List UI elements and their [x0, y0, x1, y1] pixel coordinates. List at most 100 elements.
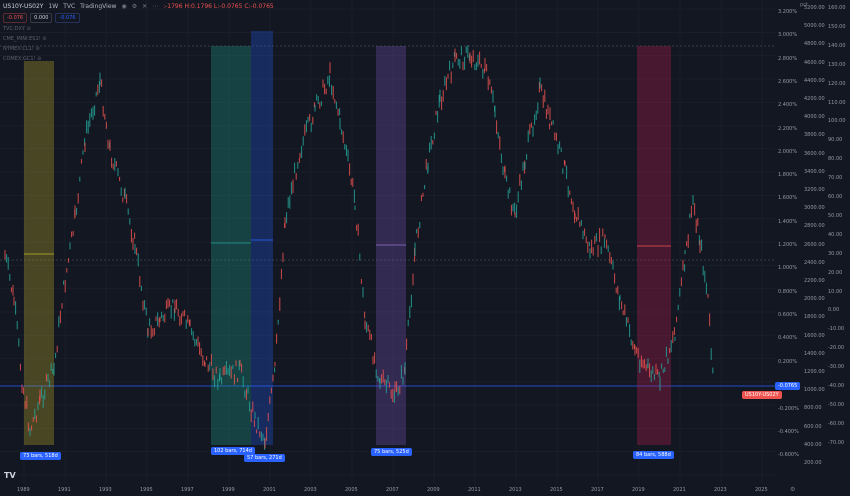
- x-tick-label: 2015: [550, 487, 563, 493]
- current-value-tag: -0.0765: [775, 382, 801, 390]
- axis-tick-label: 2.800%: [778, 55, 798, 62]
- right-axis-es[interactable]: 5200.00 5000.00 4800.00 4600.00 4400.00 4200.…: [802, 0, 826, 496]
- x-tick-label: 2009: [427, 487, 440, 493]
- axis-tick-label: -10.00: [828, 326, 845, 333]
- indicator-cl[interactable]: NYMEX:CL1! ⊘: [3, 46, 40, 52]
- axis-tick-label: 400.00: [804, 441, 822, 448]
- axis-tick-label: 1.200%: [778, 242, 798, 248]
- axis-tick-label: 1200.00: [804, 369, 825, 375]
- axis-tick-label: 1.600%: [778, 195, 798, 202]
- zone-5-label: 84 bars, 588d: [633, 451, 674, 459]
- axis-tick-label: 600.00: [804, 423, 822, 430]
- axis-tick-label: -30.00: [828, 364, 845, 371]
- eye-off-icon[interactable]: ⊘: [26, 26, 31, 32]
- axis-tick-label: 2200.00: [804, 278, 825, 284]
- right-axis-usd[interactable]: 160.00 150.00 140.00 130.00 120.00 110.00 100.…: [826, 0, 850, 496]
- axis-tick-label: 2.200%: [778, 125, 798, 132]
- x-tick-label: 2019: [632, 487, 645, 493]
- axis-tick-label: 3200.00: [804, 187, 825, 193]
- axis-tick-label: 1.400%: [778, 218, 798, 225]
- axis-tick-label: 0.00: [828, 307, 840, 314]
- eye-icon[interactable]: ◉: [121, 2, 127, 10]
- tradingview-logo[interactable]: TV: [4, 471, 16, 480]
- more-icon[interactable]: ⋯: [152, 2, 159, 10]
- x-tick-label: 2025: [755, 487, 768, 493]
- indicator-es[interactable]: CME_MINI:ES1! ⊘: [3, 36, 47, 42]
- axis-tick-label: -20.00: [828, 345, 845, 352]
- axis-tick-label: 1000.00: [804, 387, 825, 394]
- axis-tick-label: 100.00: [828, 118, 846, 125]
- zone-2[interactable]: [211, 46, 251, 445]
- x-tick-label: 2023: [714, 487, 727, 493]
- zone-4-label: 75 bars, 525d: [371, 448, 412, 456]
- symbol-tag: US10Y-US02Y: [742, 391, 782, 399]
- axis-tick-label: 200.00: [804, 460, 822, 466]
- axis-tick-label: 1.000%: [778, 265, 798, 272]
- axis-tick-label: 4600.00: [804, 59, 825, 66]
- zone-1[interactable]: [24, 61, 54, 445]
- eye-off-icon[interactable]: ⊘: [35, 46, 40, 52]
- zone-5[interactable]: [637, 46, 671, 445]
- zone-3-label: 57 bars, 271d: [244, 454, 285, 462]
- axis-tick-label: 1.800%: [778, 172, 798, 179]
- price-series: [4, 45, 714, 450]
- axis-tick-label: 0.400%: [778, 335, 798, 342]
- right-axis-percent[interactable]: 3.200% 3.000% 2.800% 2.600% 2.400% 2.200% 2.00…: [776, 0, 802, 496]
- axis-tick-label: 3600.00: [804, 150, 825, 157]
- axis-tick-label: 50.00: [828, 212, 843, 219]
- pct-unit-label: pct: [800, 2, 808, 8]
- axis-tick-label: 10.00: [828, 288, 843, 295]
- axis-tick-label: 150.00: [828, 23, 846, 30]
- axis-tick-label: -50.00: [828, 401, 845, 408]
- eye-off-icon[interactable]: ⊘: [42, 36, 47, 42]
- axis-tick-label: -0.200%: [778, 406, 799, 412]
- x-tick-label: 1991: [58, 487, 71, 493]
- axis-tick-label: 30.00: [828, 250, 843, 257]
- axis-tick-label: 3.000%: [778, 32, 798, 39]
- x-tick-label: 2017: [591, 487, 604, 493]
- close-icon[interactable]: ✕: [142, 2, 148, 10]
- brand-label: TradingView: [80, 2, 117, 10]
- axis-tick-label: -60.00: [828, 420, 845, 427]
- axis-tick-label: -0.400%: [778, 429, 799, 435]
- axis-tick-label: 0.800%: [778, 288, 798, 295]
- eye-off-icon[interactable]: ⊘: [37, 56, 42, 62]
- buy-price-pill[interactable]: -0.076: [55, 13, 80, 23]
- axis-tick-label: 160.00: [828, 5, 846, 11]
- axis-tick-label: 1400.00: [804, 350, 825, 357]
- interval-label[interactable]: 1W: [48, 2, 59, 10]
- axis-tick-label: 4800.00: [804, 41, 825, 48]
- x-tick-label: 2013: [509, 487, 522, 493]
- zone-2-label: 102 bars, 714d: [211, 447, 255, 455]
- axis-tick-label: 4400.00: [804, 77, 825, 84]
- x-tick-label: 1993: [99, 487, 112, 493]
- axis-tick-label: 90.00: [828, 137, 843, 144]
- axis-tick-label: 4200.00: [804, 96, 825, 102]
- axis-tick-label: 2.400%: [778, 102, 798, 109]
- axis-tick-label: 120.00: [828, 80, 846, 87]
- axis-tick-label: 2.600%: [778, 78, 798, 85]
- axis-tick-label: 40.00: [828, 231, 843, 238]
- symbol-title[interactable]: US10Y-US02Y: [3, 2, 44, 10]
- axis-tick-label: 60.00: [828, 194, 843, 200]
- chart-canvas[interactable]: [0, 0, 775, 484]
- indicator-dxy[interactable]: TVC:DXY ⊘: [3, 26, 31, 32]
- ohlc-values: :-1796 H:0.1796 L:-0.0765 C:-0.0765: [163, 2, 274, 10]
- axis-tick-label: 1600.00: [804, 332, 825, 339]
- x-tick-label: 2007: [386, 487, 399, 493]
- axis-tick-label: -0.600%: [778, 452, 799, 458]
- indicator-gc[interactable]: COMEX:GC1! ⊘: [3, 56, 42, 62]
- sell-price-pill[interactable]: -0.076: [3, 13, 28, 23]
- axis-tick-label: 2.000%: [778, 148, 798, 155]
- zone-4[interactable]: [376, 46, 406, 445]
- settings-icon[interactable]: ⚙: [131, 2, 138, 10]
- x-tick-label: 2005: [345, 487, 358, 493]
- axis-tick-label: 2800.00: [804, 223, 825, 230]
- axis-tick-label: 3400.00: [804, 168, 825, 175]
- axis-settings-icon[interactable]: ⚙: [790, 486, 796, 493]
- axis-tick-label: 0.200%: [778, 358, 798, 365]
- axis-tick-label: 3800.00: [804, 132, 825, 139]
- x-tick-label: 2001: [263, 487, 276, 493]
- axis-tick-label: 140.00: [828, 42, 846, 49]
- zone-3[interactable]: [251, 31, 273, 445]
